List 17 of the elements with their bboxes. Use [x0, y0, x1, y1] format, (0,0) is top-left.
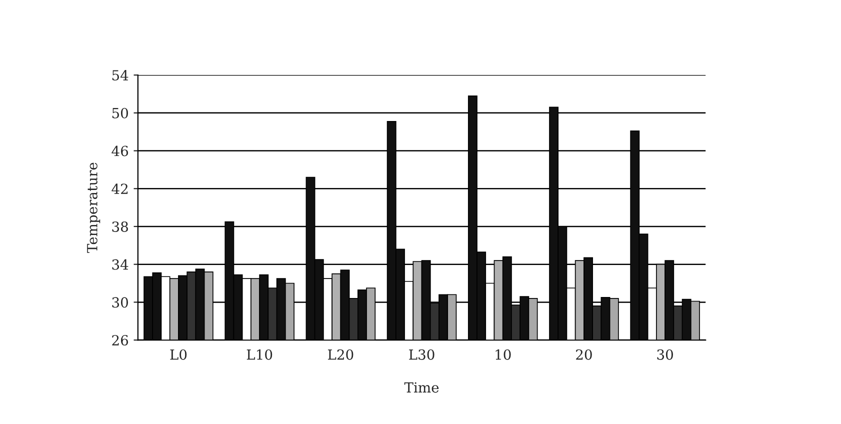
y-tick-label: 46: [112, 146, 128, 156]
x-axis-title: Time: [404, 382, 439, 393]
y-tick-label: 30: [112, 297, 128, 308]
x-tick-label: L30: [409, 349, 434, 360]
y-tick-label: 26: [112, 335, 128, 346]
x-tick-label: 10: [496, 349, 511, 360]
y-tick-label: 34: [112, 259, 128, 270]
x-tick-label: 30: [657, 349, 673, 360]
x-tick-label: L10: [246, 349, 272, 360]
y-axis-title: Temperature: [87, 162, 100, 253]
y-tick-label: 54: [112, 70, 128, 81]
y-tick-label: 50: [112, 108, 128, 118]
x-tick-label: 20: [576, 349, 592, 360]
x-tick-label: L20: [328, 349, 354, 360]
y-tick-label: 38: [112, 221, 128, 232]
x-tick-label: L0: [170, 349, 187, 360]
y-tick-label: 42: [112, 184, 128, 194]
